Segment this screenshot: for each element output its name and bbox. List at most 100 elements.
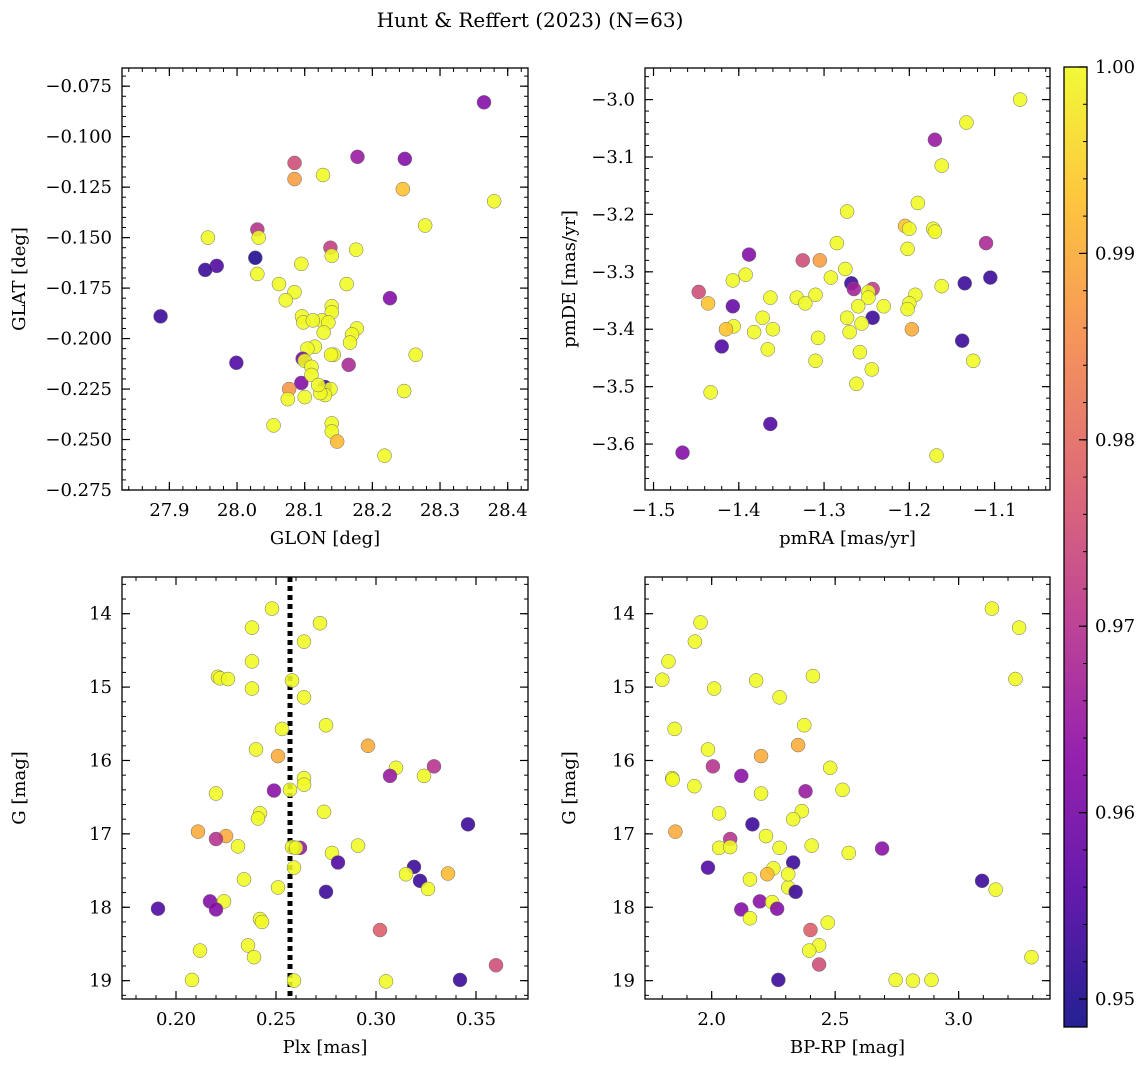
data-point bbox=[312, 615, 328, 631]
data-point bbox=[240, 938, 256, 953]
data-point bbox=[305, 313, 321, 328]
data-point bbox=[801, 943, 817, 958]
colorbar-tick-label: 0.98 bbox=[1095, 430, 1135, 451]
data-point bbox=[1011, 620, 1027, 635]
data-point bbox=[372, 922, 388, 938]
data-point bbox=[197, 262, 213, 278]
colorbar-tick-label: 0.99 bbox=[1095, 243, 1135, 264]
data-point bbox=[318, 718, 334, 733]
data-point bbox=[395, 181, 411, 197]
y-tick-label: −0.250 bbox=[45, 430, 112, 451]
data-point bbox=[850, 299, 866, 314]
data-point bbox=[714, 339, 729, 354]
data-point bbox=[230, 839, 246, 854]
data-point bbox=[900, 241, 915, 257]
data-point bbox=[742, 872, 758, 887]
data-point bbox=[765, 321, 781, 337]
data-point bbox=[771, 972, 786, 988]
data-point bbox=[408, 347, 423, 362]
scatter-points bbox=[150, 601, 504, 989]
x-tick-label: 28.2 bbox=[352, 500, 392, 521]
y-tick-label: 14 bbox=[612, 604, 635, 625]
data-point bbox=[271, 276, 287, 292]
data-point bbox=[208, 786, 224, 801]
data-point bbox=[668, 824, 683, 839]
data-point bbox=[665, 772, 680, 787]
data-point bbox=[296, 777, 312, 792]
data-point bbox=[460, 817, 476, 832]
data-point bbox=[426, 759, 442, 774]
scatter-points bbox=[675, 92, 1028, 463]
panel-pm: −1.5 −1.4 −1.3 −1.2 −1.1 −3.0 −3.1 −3.2 −3.3 −3.4… bbox=[559, 67, 1051, 549]
colorbar-tick-label: 0.96 bbox=[1095, 803, 1135, 824]
axes-frame bbox=[644, 576, 1051, 1000]
data-point bbox=[691, 284, 706, 300]
data-point bbox=[486, 194, 502, 209]
data-point bbox=[693, 615, 708, 630]
data-point bbox=[780, 866, 796, 882]
panel-plx-g: 0.20 0.25 0.30 0.35 14 15 16 17 18 19 Plx [mas] G [… bbox=[9, 576, 529, 1058]
data-point bbox=[296, 690, 312, 705]
y-tick-label: −3.6 bbox=[591, 434, 635, 455]
data-point bbox=[420, 881, 436, 897]
data-point bbox=[280, 391, 296, 407]
data-point bbox=[315, 167, 331, 183]
data-point bbox=[700, 860, 716, 875]
data-point bbox=[266, 418, 281, 433]
data-point bbox=[266, 783, 282, 798]
data-point bbox=[734, 768, 749, 784]
data-point bbox=[270, 880, 286, 895]
data-point bbox=[734, 902, 749, 917]
data-point bbox=[675, 445, 690, 460]
data-point bbox=[803, 922, 818, 938]
data-point bbox=[753, 748, 769, 764]
scatter-points bbox=[655, 601, 1039, 988]
panel-glon-glat: 27.9 28.0 28.1 28.2 28.3 28.4 −0.075 −0.100 −0.1… bbox=[9, 67, 529, 549]
data-point bbox=[416, 768, 432, 784]
data-point bbox=[667, 721, 682, 737]
data-point bbox=[763, 290, 778, 305]
data-point bbox=[288, 840, 304, 856]
data-point bbox=[929, 448, 944, 463]
data-point bbox=[229, 355, 244, 371]
data-point bbox=[842, 324, 857, 340]
data-point bbox=[841, 845, 856, 861]
data-point bbox=[772, 690, 787, 705]
data-point bbox=[294, 256, 309, 272]
data-point bbox=[286, 860, 302, 875]
y-tick-label: −3.5 bbox=[591, 377, 635, 398]
y-tick-label: −3.4 bbox=[591, 319, 635, 340]
scatter-panels: 27.9 28.0 28.1 28.2 28.3 28.4 −0.075 −0.100 −0.1… bbox=[9, 67, 1051, 1058]
data-point bbox=[839, 310, 855, 326]
data-point bbox=[812, 253, 828, 268]
data-point bbox=[790, 737, 806, 753]
data-point bbox=[488, 957, 504, 973]
data-point bbox=[297, 389, 312, 405]
x-tick-label: 0.25 bbox=[256, 1009, 296, 1030]
y-tick-label: 14 bbox=[89, 604, 112, 625]
data-point bbox=[966, 353, 981, 369]
data-point bbox=[192, 943, 208, 958]
data-point bbox=[725, 299, 741, 314]
figure-title: Hunt & Reffert (2023) (N=63) bbox=[377, 8, 684, 32]
data-point bbox=[700, 742, 716, 757]
data-point bbox=[760, 342, 776, 357]
data-point bbox=[706, 681, 722, 696]
data-point bbox=[341, 357, 356, 373]
y-tick-label: −0.150 bbox=[45, 228, 112, 249]
data-point bbox=[798, 784, 813, 799]
data-point bbox=[905, 973, 921, 988]
data-point bbox=[904, 321, 920, 337]
data-point bbox=[329, 434, 345, 449]
data-point bbox=[251, 230, 266, 245]
y-tick-label: −0.200 bbox=[45, 329, 112, 350]
data-point bbox=[772, 840, 787, 856]
data-point bbox=[874, 841, 890, 856]
data-point bbox=[839, 204, 855, 219]
data-point bbox=[797, 718, 812, 733]
data-point bbox=[440, 866, 456, 881]
data-point bbox=[316, 325, 331, 340]
y-tick-label: −3.2 bbox=[591, 204, 635, 225]
data-point bbox=[738, 267, 753, 282]
